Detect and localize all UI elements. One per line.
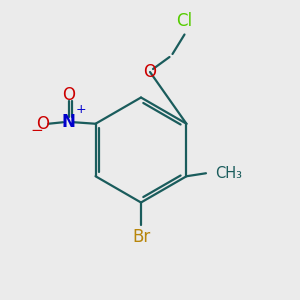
Text: O: O: [143, 63, 157, 81]
Text: CH₃: CH₃: [215, 166, 242, 181]
Text: +: +: [76, 103, 87, 116]
Text: O: O: [37, 115, 50, 133]
Text: Cl: Cl: [176, 12, 193, 30]
Text: O: O: [62, 86, 75, 104]
Text: N: N: [61, 113, 76, 131]
Text: −: −: [30, 123, 43, 138]
Text: Br: Br: [132, 228, 150, 246]
